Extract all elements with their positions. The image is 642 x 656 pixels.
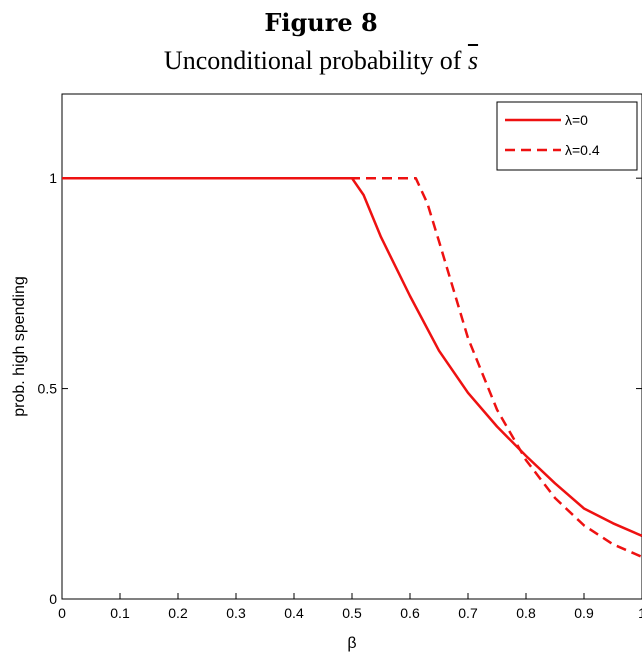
- x-tick-label: 0.6: [400, 605, 420, 621]
- series-line-1: [62, 178, 642, 536]
- x-tick-label: 0.3: [226, 605, 246, 621]
- legend-label-2: λ=0.4: [565, 142, 600, 158]
- x-tick-label: 0.7: [458, 605, 478, 621]
- series-line-2: [62, 178, 642, 557]
- legend: λ=0 λ=0.4: [497, 102, 637, 170]
- y-axis-label: prob. high spending: [11, 276, 28, 417]
- x-tick-label: 1: [638, 605, 642, 621]
- x-axis-label: β: [347, 635, 356, 652]
- x-tick-label: 0.1: [110, 605, 130, 621]
- y-tick-label: 0.5: [38, 381, 58, 397]
- legend-label-1: λ=0: [565, 112, 588, 128]
- y-tick-label: 1: [49, 170, 57, 186]
- x-tick-label: 0.9: [574, 605, 594, 621]
- x-tick-label: 0.8: [516, 605, 536, 621]
- x-tick-label: 0.5: [342, 605, 362, 621]
- x-tick-label: 0.4: [284, 605, 304, 621]
- x-tick-label: 0: [58, 605, 66, 621]
- y-tick-label: 0: [49, 591, 57, 607]
- x-tick-label: 0.2: [168, 605, 188, 621]
